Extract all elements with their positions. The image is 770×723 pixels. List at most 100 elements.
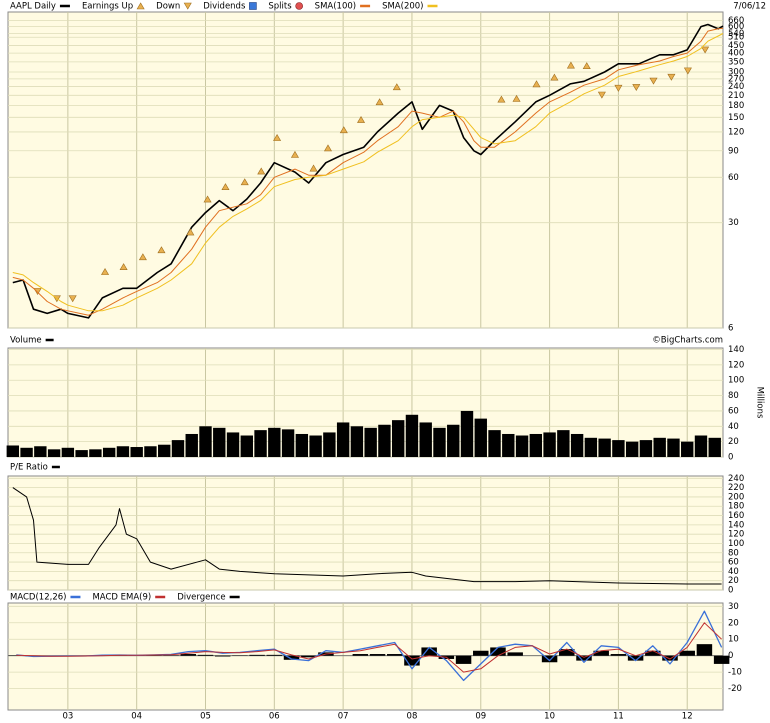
- bar: [639, 440, 653, 457]
- line: [12, 23, 724, 319]
- y-tick-label: -10: [728, 668, 742, 678]
- bar: [625, 441, 639, 457]
- bar: [197, 654, 214, 656]
- line: [12, 33, 724, 312]
- bar: [570, 433, 584, 457]
- y-tick-label: 540: [728, 29, 744, 39]
- legend-label: SMA(100): [315, 2, 356, 12]
- y-tick-label: 60: [728, 173, 739, 183]
- bar: [309, 435, 322, 457]
- earnings-marker: [101, 268, 110, 275]
- bar: [667, 438, 680, 457]
- earnings-marker: [68, 295, 77, 303]
- legend-swatch: [249, 2, 257, 10]
- bar: [199, 426, 212, 457]
- line: [16, 622, 722, 673]
- y-tick-label: 90: [728, 146, 739, 156]
- legend-label: MACD EMA(9): [92, 593, 151, 603]
- earnings-marker: [221, 183, 230, 190]
- earnings-marker: [290, 150, 299, 158]
- earnings-marker: [392, 83, 401, 91]
- bar: [283, 655, 300, 660]
- legend-swatch: [295, 2, 303, 10]
- legend-label: Down: [156, 2, 180, 12]
- bar: [266, 654, 283, 656]
- y-tick-label: 60: [728, 406, 739, 416]
- earnings-marker: [119, 263, 128, 271]
- bar: [6, 445, 20, 457]
- bar: [102, 447, 116, 457]
- y-tick-label: 660: [728, 16, 744, 26]
- bar: [612, 440, 625, 457]
- legend-label: AAPL Daily: [10, 2, 56, 12]
- bar: [180, 654, 197, 656]
- bar: [460, 410, 474, 457]
- bar: [240, 435, 253, 457]
- y-tick-label: 80: [728, 391, 739, 401]
- earnings-marker: [550, 73, 559, 81]
- x-tick-label: 06: [269, 712, 280, 722]
- y-tick-label: 270: [728, 74, 744, 84]
- bar: [419, 422, 432, 457]
- y-tick-label: 160: [728, 511, 744, 521]
- bar: [679, 650, 695, 656]
- bar: [323, 432, 336, 457]
- bar: [213, 427, 226, 457]
- bar: [405, 414, 419, 457]
- bar: [541, 655, 558, 663]
- plot-background: [7, 602, 724, 711]
- bar: [364, 427, 377, 457]
- earnings-marker: [512, 94, 521, 102]
- y-tick-label: 240: [728, 82, 744, 92]
- line: [12, 487, 722, 585]
- bar: [387, 654, 403, 656]
- y-tick-label: -20: [728, 684, 742, 694]
- earnings-marker: [632, 84, 641, 91]
- earnings-marker: [240, 178, 249, 186]
- bar: [447, 424, 460, 457]
- y-tick-label: 180: [728, 502, 744, 512]
- plot-background: [7, 475, 724, 591]
- bar: [61, 447, 75, 457]
- earnings-marker: [597, 91, 606, 99]
- y-tick-label: 10: [728, 635, 739, 645]
- bar: [421, 647, 437, 656]
- bar: [713, 655, 730, 664]
- y-tick-label: 0: [728, 586, 733, 596]
- legend-label: Splits: [268, 2, 292, 12]
- legend-swatch: [136, 2, 145, 10]
- bar: [249, 654, 265, 656]
- y-tick-label: 40: [728, 567, 739, 577]
- bar: [185, 433, 198, 457]
- bar: [515, 435, 529, 457]
- earnings-marker: [273, 134, 282, 141]
- bar: [130, 447, 143, 457]
- earnings-marker: [339, 126, 348, 134]
- y-tick-label: 140: [728, 520, 744, 530]
- y-tick-label: 100: [728, 539, 744, 549]
- bar: [488, 430, 501, 457]
- y-tick-label: 100: [728, 376, 744, 386]
- bar: [281, 429, 295, 457]
- bar: [490, 647, 506, 656]
- y-tick-label: 20: [728, 437, 739, 447]
- panel-title: P/E Ratio: [10, 463, 48, 473]
- legend-label: Earnings Up: [82, 2, 133, 12]
- bar: [708, 437, 721, 457]
- bar: [598, 438, 611, 457]
- bar: [336, 422, 350, 457]
- legend-label: Divergence: [177, 593, 225, 603]
- x-tick-label: 07: [338, 712, 349, 722]
- x-tick-label: 10: [544, 712, 555, 722]
- legend-swatch: [183, 2, 192, 10]
- bar: [627, 655, 644, 661]
- bar: [584, 437, 598, 457]
- y-tick-label: 0: [728, 651, 733, 661]
- legend-label: Dividends: [203, 2, 246, 12]
- x-tick-label: 09: [475, 712, 486, 722]
- chart-date: 7/06/12: [733, 2, 766, 12]
- bar: [352, 654, 369, 656]
- y-tick-label: 0: [728, 453, 733, 463]
- bar: [474, 418, 487, 457]
- panel-title: Volume: [10, 336, 42, 346]
